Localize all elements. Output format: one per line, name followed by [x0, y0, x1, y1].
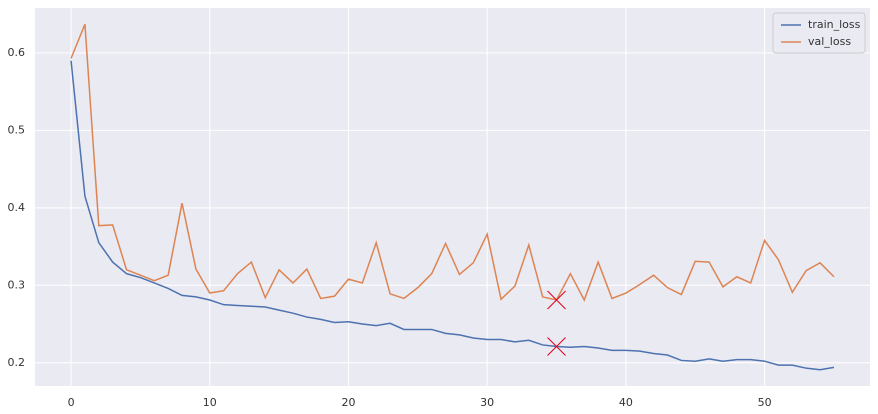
- plot-area: [35, 8, 870, 386]
- x-tick-label: 30: [480, 396, 494, 409]
- x-tick-label: 50: [758, 396, 772, 409]
- x-marker: [547, 290, 566, 310]
- y-tick-label: 0.3: [8, 278, 26, 291]
- x-tick-label: 10: [203, 396, 217, 409]
- line-series: [70, 60, 835, 371]
- legend-label: train_loss: [808, 18, 861, 31]
- y-tick-label: 0.5: [8, 123, 26, 136]
- legend-box: [772, 12, 866, 54]
- x-marker: [547, 337, 566, 356]
- line-series: [70, 23, 835, 302]
- x-tick-label: 20: [341, 396, 355, 409]
- x-tick-label: 40: [619, 396, 633, 409]
- y-tick-label: 0.4: [8, 201, 26, 214]
- legend-label: val_loss: [808, 35, 851, 48]
- y-tick-label: 0.6: [8, 46, 26, 59]
- x-tick-label: 0: [68, 396, 75, 409]
- y-tick-label: 0.2: [8, 356, 26, 369]
